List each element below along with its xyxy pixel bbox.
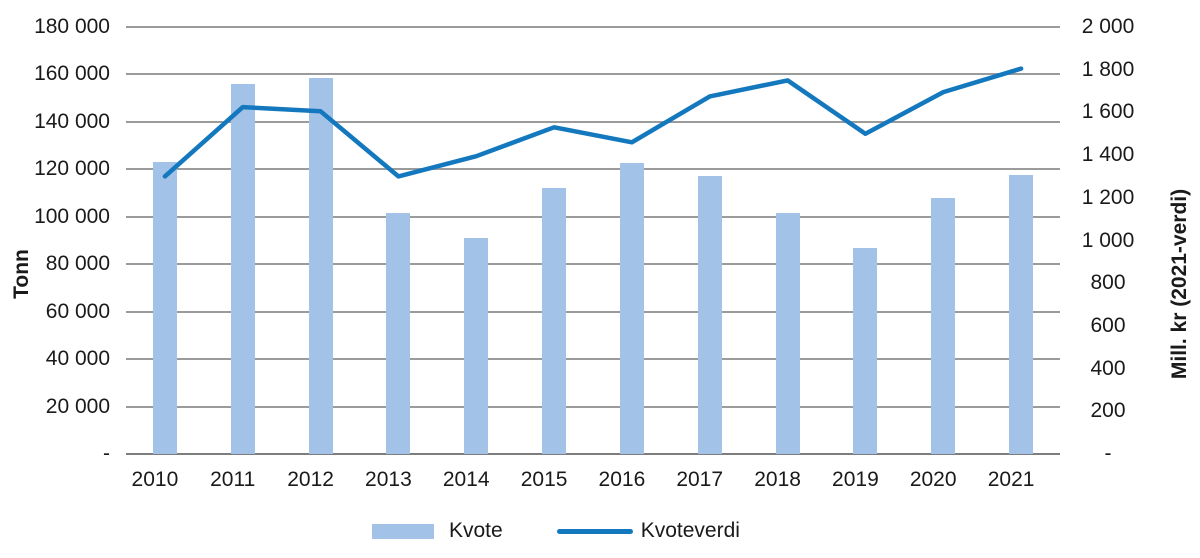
right-axis-tick-label: 800 [1090, 271, 1126, 294]
gridline [126, 121, 1060, 123]
bar-2017 [697, 176, 722, 454]
legend-line-swatch-icon [556, 528, 633, 534]
left-axis-tick-label: 180 000 [34, 15, 110, 38]
bar-2015 [542, 188, 567, 454]
bar-2018 [775, 212, 800, 454]
x-axis-label-2021: 2021 [987, 468, 1035, 491]
bar-2012 [308, 77, 333, 454]
bar-2021 [1009, 174, 1034, 454]
gridline [126, 311, 1060, 313]
right-axis-tick-label: 200 [1090, 399, 1126, 422]
gridline [126, 26, 1060, 28]
x-axis-label-2019: 2019 [832, 468, 879, 491]
x-axis-label-2015: 2015 [520, 468, 568, 491]
left-axis-tick-label: 100 000 [34, 205, 110, 228]
left-axis-tick-label: 160 000 [34, 62, 110, 85]
legend-label-kvoteverdi: Kvoteverdi [640, 519, 740, 542]
gridline [126, 168, 1060, 170]
left-axis-tick-label: 140 000 [34, 110, 110, 133]
x-axis-label-2013: 2013 [365, 468, 412, 491]
gridline [126, 406, 1060, 408]
x-axis-label-2014: 2014 [442, 468, 490, 491]
right-axis-tick-label: 2 000 [1081, 15, 1135, 38]
x-axis-label-2011: 2011 [210, 468, 256, 491]
right-axis-tick-label: 600 [1090, 314, 1126, 337]
left-axis-tick-label: - [103, 442, 110, 465]
legend-bar-swatch-icon [372, 523, 434, 539]
x-axis-label-2020: 2020 [909, 468, 957, 491]
left-axis-tick-label: 20 000 [45, 395, 110, 418]
bar-2011 [230, 84, 255, 454]
x-axis-label-2010: 2010 [131, 468, 179, 491]
bar-2016 [619, 163, 644, 454]
gridline [126, 263, 1060, 265]
left-axis-tick-label: 120 000 [34, 157, 110, 180]
right-axis-tick-label: 1 800 [1081, 58, 1135, 81]
right-axis-title: Mill. kr (2021-verdi) [1168, 188, 1191, 380]
right-axis-tick-label: 1 200 [1081, 186, 1135, 209]
line-kvoteverdi [162, 66, 1024, 179]
bar-2014 [464, 238, 489, 454]
bar-2013 [386, 213, 411, 454]
bar-2010 [152, 162, 177, 454]
x-axis-label-2017: 2017 [676, 468, 724, 491]
right-axis-tick-label: 1 600 [1081, 100, 1135, 123]
x-axis-label-2012: 2012 [287, 468, 334, 491]
bar-2020 [931, 198, 956, 454]
legend-label-kvote: Kvote [449, 519, 503, 542]
x-axis-label-2018: 2018 [754, 468, 801, 491]
left-axis-tick-label: 40 000 [45, 347, 110, 370]
gridline [126, 73, 1060, 75]
gridline [126, 216, 1060, 218]
left-axis-title: Tonn [10, 249, 33, 299]
x-axis-line [126, 453, 1060, 455]
right-axis-tick-label: 1 400 [1081, 143, 1135, 166]
right-axis-tick-label: - [1104, 442, 1112, 465]
legend: Kvote Kvoteverdi [372, 518, 740, 544]
bar-2019 [853, 248, 878, 454]
gridline [126, 358, 1060, 360]
left-axis-tick-label: 80 000 [45, 252, 110, 275]
left-axis-tick-label: 60 000 [45, 300, 110, 323]
right-axis-tick-label: 400 [1090, 357, 1126, 380]
right-axis-tick-label: 1 000 [1081, 229, 1135, 252]
x-axis-label-2016: 2016 [598, 468, 646, 491]
